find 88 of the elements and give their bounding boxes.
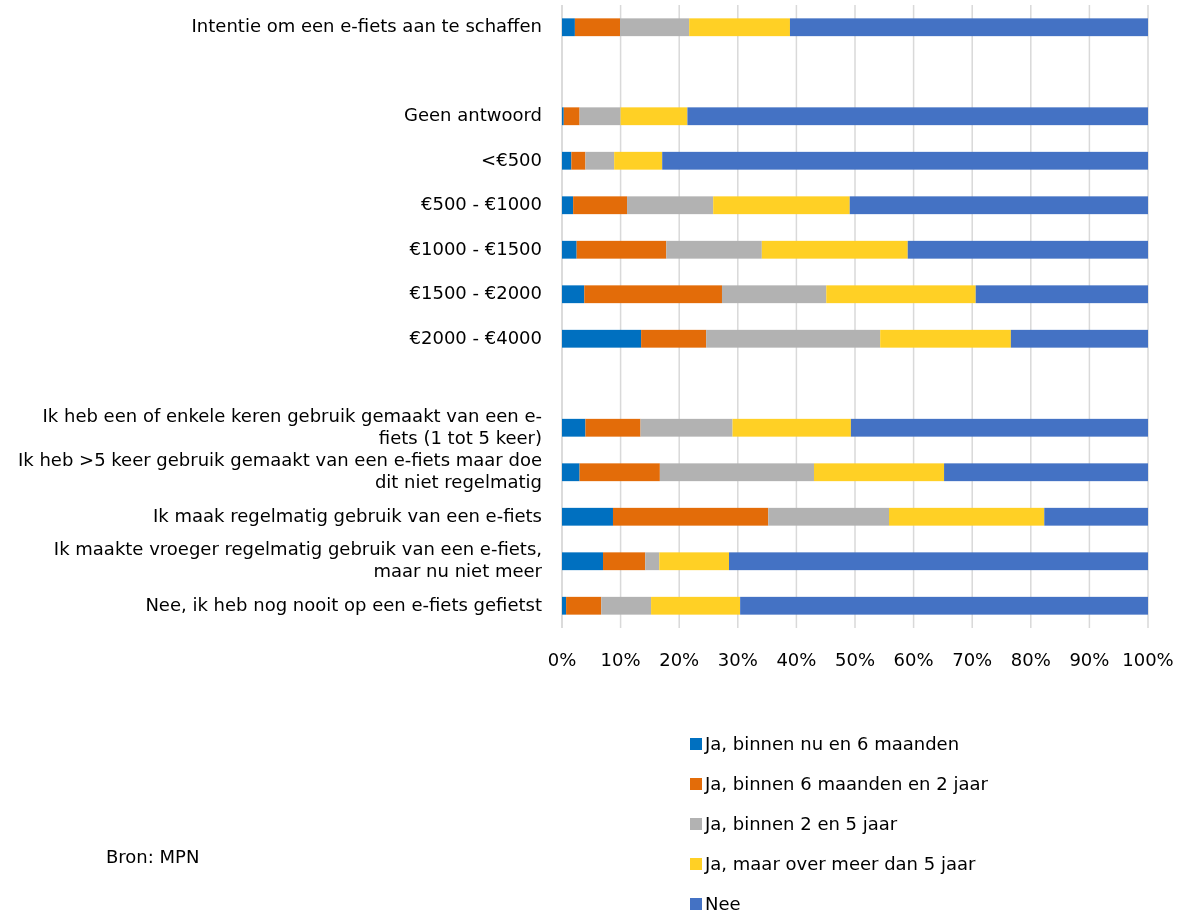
bar bbox=[687, 107, 1148, 126]
bar bbox=[1010, 329, 1148, 348]
bar bbox=[826, 285, 976, 304]
x-tick-label: 10% bbox=[600, 649, 641, 670]
bar bbox=[601, 596, 652, 615]
bar bbox=[566, 596, 602, 615]
bar bbox=[641, 329, 707, 348]
bar bbox=[659, 463, 814, 482]
bar bbox=[562, 151, 572, 170]
y-tick-label: Nee, ik heb nog nooit op een e-fiets gefietst bbox=[145, 593, 542, 615]
x-tick-label: 80% bbox=[1010, 649, 1051, 670]
y-tick-label: Ik maak regelmatig gebruik van een e-fiets bbox=[153, 504, 542, 526]
bar bbox=[761, 240, 908, 259]
bar bbox=[768, 507, 889, 526]
y-tick-label: Ik heb een of enkele keren gebruik gemaakt van een e-fiets (1 tot 5 keer) bbox=[42, 404, 542, 448]
bar bbox=[662, 151, 1148, 170]
bar bbox=[562, 285, 585, 304]
bar bbox=[585, 151, 615, 170]
y-tick-label: €2000 - €4000 bbox=[409, 326, 542, 348]
bar bbox=[888, 507, 1045, 526]
bar bbox=[729, 552, 1148, 571]
bar bbox=[574, 18, 621, 37]
bar bbox=[562, 418, 586, 437]
bar bbox=[620, 107, 688, 126]
bar bbox=[907, 240, 1148, 259]
x-tick-label: 70% bbox=[952, 649, 993, 670]
bar bbox=[603, 552, 646, 571]
y-tick-label: €500 - €1000 bbox=[420, 193, 542, 215]
bar bbox=[562, 18, 575, 37]
x-tick-label: 0% bbox=[547, 649, 577, 670]
bar bbox=[880, 329, 1011, 348]
x-tick-label: 40% bbox=[776, 649, 817, 670]
legend-label: Ja, maar over meer dan 5 jaar bbox=[704, 853, 976, 874]
bar bbox=[944, 463, 1148, 482]
y-tick-label: <€500 bbox=[481, 148, 542, 170]
bar bbox=[562, 596, 567, 615]
bar bbox=[562, 196, 574, 215]
bar bbox=[645, 552, 660, 571]
y-tick-label: Geen antwoord bbox=[404, 104, 542, 126]
y-tick-label: Intentie om een e-fiets aan te schaffen bbox=[191, 15, 542, 37]
bar bbox=[620, 18, 690, 37]
bar bbox=[562, 329, 642, 348]
bar bbox=[813, 463, 945, 482]
x-tick-label: 50% bbox=[834, 649, 876, 670]
y-tick-label: €1000 - €1500 bbox=[409, 237, 542, 259]
x-tick-label: 100% bbox=[1122, 649, 1174, 670]
bar bbox=[573, 196, 628, 215]
bar bbox=[975, 285, 1148, 304]
bar bbox=[850, 418, 1148, 437]
bar bbox=[713, 196, 850, 215]
bar bbox=[576, 240, 667, 259]
bar bbox=[689, 18, 790, 37]
legend-label: Ja, binnen nu en 6 maanden bbox=[704, 733, 960, 754]
y-tick-label: €1500 - €2000 bbox=[409, 282, 542, 304]
legend-label: Ja, binnen 2 en 5 jaar bbox=[704, 813, 898, 834]
x-tick-label: 20% bbox=[659, 649, 700, 670]
bar bbox=[666, 240, 762, 259]
bar bbox=[562, 463, 580, 482]
bar bbox=[614, 151, 663, 170]
bar bbox=[571, 151, 586, 170]
bar bbox=[579, 463, 660, 482]
bar bbox=[562, 552, 604, 571]
bar bbox=[562, 507, 613, 526]
text: Bron: MPN bbox=[106, 846, 200, 867]
bar bbox=[849, 196, 1148, 215]
bar bbox=[1044, 507, 1148, 526]
bar bbox=[651, 596, 741, 615]
y-tick-label: Ik maakte vroeger regelmatig gebruik van een e-fiets, maar nu niet meer bbox=[53, 538, 543, 582]
bar bbox=[627, 196, 714, 215]
legend-label: Ja, binnen 6 maanden en 2 jaar bbox=[704, 773, 989, 794]
bar bbox=[579, 107, 621, 126]
x-tick-label: 30% bbox=[717, 649, 758, 670]
bar bbox=[612, 507, 769, 526]
bar bbox=[706, 329, 881, 348]
bar bbox=[740, 596, 1148, 615]
x-tick-label: 90% bbox=[1069, 649, 1110, 670]
y-tick-label: Ik heb >5 keer gebruik gemaakt van een e-fiets maar doe dit niet regelmatig bbox=[17, 449, 542, 493]
bar bbox=[563, 107, 580, 126]
bar bbox=[732, 418, 851, 437]
bar bbox=[789, 18, 1148, 37]
legend-label: Nee bbox=[705, 893, 741, 914]
bar bbox=[721, 285, 827, 304]
bar bbox=[659, 552, 730, 571]
bar bbox=[640, 418, 733, 437]
bar bbox=[562, 240, 577, 259]
bar bbox=[584, 285, 722, 304]
bar bbox=[585, 418, 641, 437]
x-tick-label: 60% bbox=[893, 649, 934, 670]
